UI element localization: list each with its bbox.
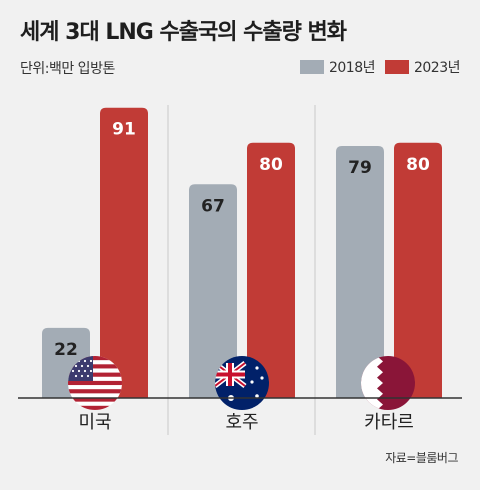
data-label: 80: [259, 155, 283, 175]
bar-2018-1: [189, 184, 237, 398]
data-label: 22: [54, 340, 78, 360]
chart-title: 세계 3대 LNG 수출국의 수출량 변화: [20, 20, 347, 45]
data-label: 80: [406, 155, 430, 175]
category-label: 카타르: [364, 412, 414, 433]
data-label: 67: [201, 196, 225, 216]
category-label: 미국: [78, 412, 111, 433]
legend-swatch-2018: [299, 60, 324, 74]
legend-item-2018: 2018년: [299, 57, 376, 77]
source-note: 자료=블룸버그: [385, 451, 458, 465]
legend-swatch-2023: [384, 60, 409, 74]
data-label: 79: [348, 158, 372, 178]
australia-flag-icon: [215, 356, 269, 410]
legend-label-2023: 2023년: [413, 60, 461, 76]
bar-2023-1: [247, 142, 295, 398]
legend: 2018년 2023년: [299, 57, 461, 77]
category-label: 호주: [225, 412, 258, 433]
data-label: 91: [112, 120, 136, 140]
bar-2023-2: [394, 142, 442, 398]
legend-label-2018: 2018년: [328, 60, 376, 76]
bar-2018-2: [336, 145, 384, 398]
qatar-flag-icon: [361, 356, 415, 410]
legend-item-2023: 2023년: [384, 57, 461, 77]
us-flag-icon: [68, 356, 122, 410]
bar-2023-0: [100, 107, 148, 399]
unit-label: 단위:백만 입방톤: [20, 61, 115, 77]
